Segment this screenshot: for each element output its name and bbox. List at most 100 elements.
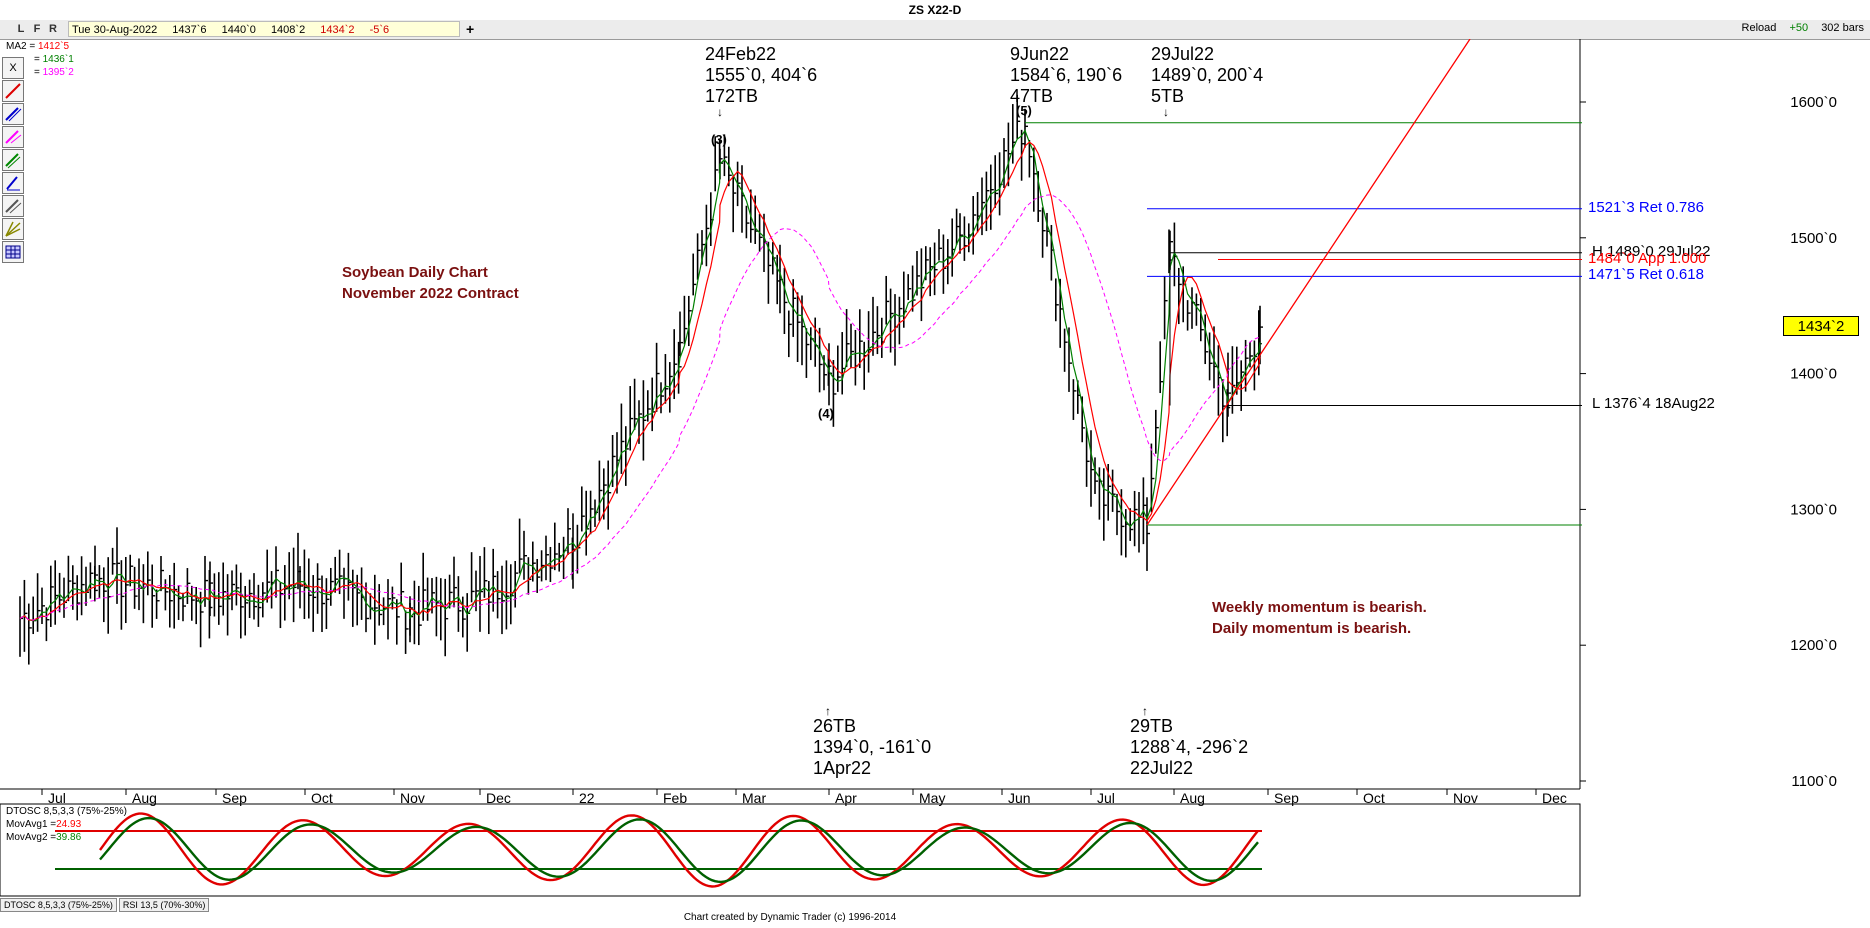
trendline-tool-icon[interactable] [2, 80, 24, 102]
status-open: 1437`6 [172, 24, 207, 36]
annotation-jul-top: 29Jul22 1489`0, 200`4 5TB ↓ [1151, 44, 1264, 119]
annotation-price: 1288`4, -296`2 [1130, 737, 1249, 757]
x-tick-label: Sep [1274, 790, 1299, 806]
annotation-price: 1489`0, 200`4 [1151, 65, 1264, 85]
wave-label-3: (3) [711, 132, 727, 147]
level-label-ret618: 1471`5 Ret 0.618 [1588, 266, 1704, 283]
indicator-ma2-value: 39.86 [56, 832, 82, 843]
annotation-jul-bottom: ↑ 29TB 1288`4, -296`2 22Jul22 [1130, 704, 1249, 779]
indicator-tabs: DTOSC 8,5,3,3 (75%-25%) RSI 13,5 (70%-30%… [0, 898, 211, 912]
annotation-date: 1Apr22 [813, 758, 872, 778]
status-close: 1434`2 [320, 24, 355, 36]
annotation-price: 1394`0, -161`0 [813, 737, 932, 757]
level-label-low: L 1376`4 18Aug22 [1592, 395, 1715, 412]
oscillator-fast-line [99, 812, 1259, 888]
y-tick-label: 1600`0 [1790, 94, 1837, 111]
status-toolbar: L F R Tue 30-Aug-2022 1437`6 1440`0 1408… [0, 20, 1870, 40]
indicator-name: DTOSC 8,5,3,3 (75%-25%) [6, 806, 127, 817]
annotation-bars: 26TB [813, 716, 857, 736]
price-projection-tool-icon[interactable] [2, 103, 24, 125]
chart-title: ZS X22-D [908, 3, 962, 17]
ma-legend-value: 1412`5 [37, 41, 70, 52]
toolbar-button-f[interactable]: F [33, 23, 41, 35]
toolbar-button-l[interactable]: L [17, 23, 25, 35]
close-icon[interactable]: X [2, 57, 24, 79]
annotation-date: 24Feb22 [705, 44, 777, 64]
annotation-apr-bottom: ↑ 26TB 1394`0, -161`0 1Apr22 [813, 704, 932, 779]
annotation-price: 1555`0, 404`6 [705, 65, 818, 85]
arrow-up-icon: ↑ [825, 704, 831, 718]
tab-dtosc[interactable]: DTOSC 8,5,3,3 (75%-25%) [0, 898, 117, 912]
x-tick-label: May [919, 790, 945, 806]
y-tick-label: 1100`0 [1791, 773, 1837, 790]
status-change: -5`6 [369, 24, 390, 36]
arrow-down-icon: ↓ [1163, 105, 1169, 119]
toolbar-button-r[interactable]: R [49, 23, 57, 35]
x-tick-label: Dec [1542, 790, 1567, 806]
bars-add-button[interactable]: +50 [1789, 22, 1809, 34]
status-low: 1408`2 [270, 24, 306, 36]
annotation-bars: 29TB [1130, 716, 1174, 736]
ma-legend-label: = [34, 67, 40, 78]
x-tick-label: Aug [132, 790, 157, 806]
arrow-down-icon: ↓ [717, 105, 723, 119]
ma-slow-line [19, 194, 1261, 621]
footer-credit: Chart created by Dynamic Trader (c) 1996… [683, 912, 897, 923]
ratio-tool-icon[interactable] [2, 195, 24, 217]
title-bar: ZS X22-D [0, 0, 1870, 21]
annotation-date: 9Jun22 [1010, 44, 1070, 64]
reload-button[interactable]: Reload [1741, 22, 1777, 34]
last-price-badge: 1434`2 [1783, 316, 1859, 336]
bars-count: 302 bars [1821, 22, 1864, 34]
annotation-jun-top: 9Jun22 1584`6, 190`6 47TB ↓ [1010, 44, 1123, 119]
x-tick-label: Dec [486, 790, 511, 806]
note-line: Weekly momentum is bearish. [1212, 599, 1427, 616]
y-tick-label: 1500`0 [1790, 230, 1837, 247]
price-chart[interactable]: 1600`0 1500`0 1400`0 1300`0 1200`0 1100`0 Jul A… [0, 39, 1870, 928]
y-tick-label: 1200`0 [1790, 637, 1837, 654]
annotation-feb-top: 24Feb22 1555`0, 404`6 172TB ↓ [705, 44, 818, 119]
trend-line [1146, 39, 1471, 526]
annotation-bars: 47TB [1010, 86, 1054, 106]
x-tick-label: Jul [1097, 790, 1115, 806]
x-tick-label: Feb [663, 790, 687, 806]
status-date: Tue 30-Aug-2022 [72, 24, 158, 36]
oscillator-slow-line [99, 816, 1259, 884]
annotation-price: 1584`6, 190`6 [1010, 65, 1123, 85]
note-line: Soybean Daily Chart [342, 264, 488, 281]
drawing-toolbox: X [2, 57, 26, 264]
arrow-up-icon: ↑ [1142, 704, 1148, 718]
x-tick-label: Oct [1363, 790, 1385, 806]
gann-tool-icon[interactable] [2, 218, 24, 240]
oscillator-panel [0, 803, 1581, 897]
annotation-date: 22Jul22 [1130, 758, 1194, 778]
wave-label-5: (5) [1016, 103, 1032, 118]
note-line: Daily momentum is bearish. [1212, 620, 1412, 637]
ma-legend-value: 1395`2 [42, 67, 74, 78]
annotation-bars: 172TB [705, 86, 759, 106]
annotation-date: 29Jul22 [1151, 44, 1215, 64]
x-tick-label: Nov [1453, 790, 1478, 806]
level-label-app: 1484`0 App 1.000 [1588, 250, 1707, 267]
arrow-down-icon: ↓ [1022, 105, 1028, 119]
x-tick-label: Sep [222, 790, 247, 806]
x-tick-label: Jun [1008, 790, 1031, 806]
ma-legend-label: MA2 = [6, 41, 36, 52]
indicator-ma2-label: MovAvg2 = [6, 832, 57, 843]
ma-legend-value: 1436`1 [42, 54, 74, 65]
toolbar-right: Reload +50 302 bars [1732, 22, 1864, 34]
grid-tool-icon[interactable] [2, 241, 24, 263]
level-label-high: H 1489`0 29Jul22 [1592, 243, 1711, 260]
x-tick-label: Aug [1180, 790, 1205, 806]
band-tool-icon[interactable] [2, 149, 24, 171]
ma-legend-label: = [34, 54, 40, 65]
indicator-ma1-label: MovAvg1 = [6, 819, 57, 830]
ma-legend: MA2 = 1412`5 = 1436`1 = 1395`2 [6, 40, 74, 79]
alternate-projection-tool-icon[interactable] [2, 172, 24, 194]
price-retracement-tool-icon[interactable] [2, 126, 24, 148]
note-line: November 2022 Contract [342, 285, 519, 302]
tab-rsi[interactable]: RSI 13,5 (70%-30%) [118, 898, 210, 912]
annotation-bars: 5TB [1151, 86, 1185, 106]
add-button[interactable]: + [466, 21, 475, 37]
level-label-ret786: 1521`3 Ret 0.786 [1588, 199, 1704, 216]
